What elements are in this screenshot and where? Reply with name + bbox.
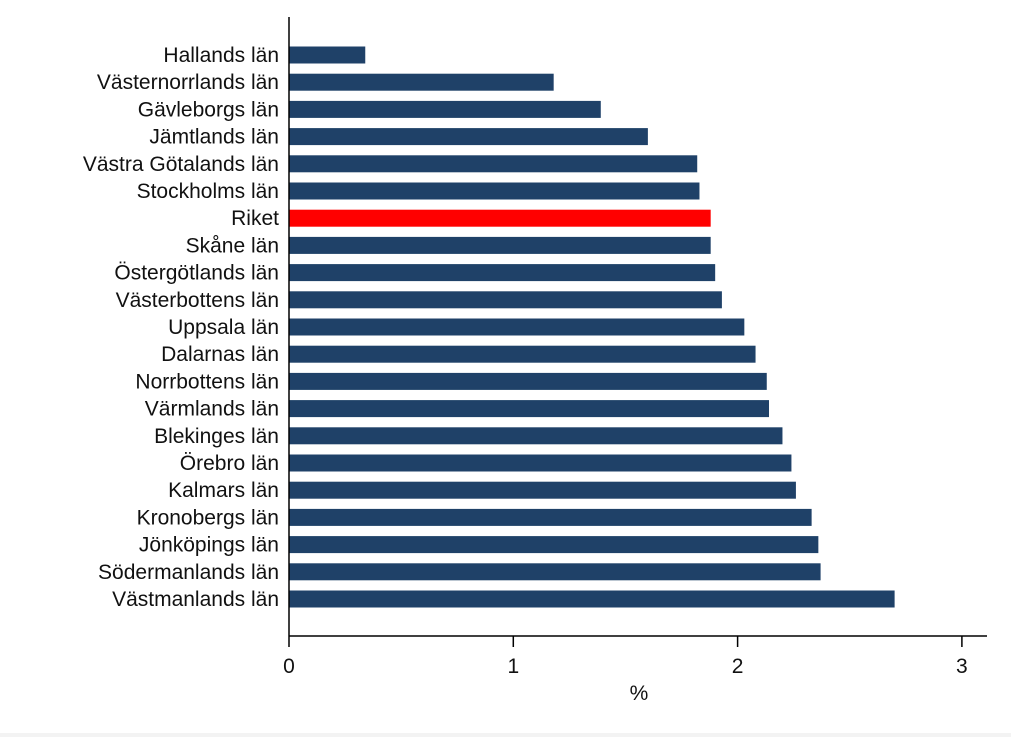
- bar-18: [289, 536, 819, 554]
- category-label-6: Riket: [231, 207, 279, 230]
- category-label-10: Uppsala län: [168, 316, 279, 339]
- bar-8: [289, 264, 716, 282]
- bar-3: [289, 128, 648, 146]
- category-label-4: Västra Götalands län: [83, 153, 279, 176]
- category-label-20: Västmanlands län: [112, 588, 279, 611]
- bar-10: [289, 318, 745, 336]
- bar-7: [289, 236, 711, 254]
- x-tick-label-0: 0: [283, 655, 295, 678]
- bar-13: [289, 400, 770, 418]
- bar-16: [289, 481, 796, 499]
- bar-15: [289, 454, 792, 472]
- category-label-16: Kalmars län: [168, 479, 279, 502]
- category-label-17: Kronobergs län: [137, 506, 279, 529]
- bar-4: [289, 155, 698, 173]
- category-label-9: Västerbottens län: [116, 289, 279, 312]
- category-label-0: Hallands län: [163, 44, 279, 67]
- bar-0: [289, 46, 366, 64]
- bar-11: [289, 345, 756, 363]
- bar-12: [289, 372, 767, 390]
- category-label-12: Norrbottens län: [135, 370, 279, 393]
- bar-20: [289, 590, 895, 608]
- bar-6: [289, 209, 711, 227]
- category-label-2: Gävleborgs län: [138, 98, 279, 121]
- bars-group: [289, 46, 895, 608]
- x-ticks-group: 0 1 2 3: [283, 636, 968, 678]
- bar-19: [289, 563, 821, 581]
- category-label-19: Södermanlands län: [98, 561, 279, 584]
- x-tick-label-1: 1: [507, 655, 519, 678]
- category-labels: Hallands län Västernorrlands län Gävleborg…: [83, 44, 279, 611]
- category-label-15: Örebro län: [180, 452, 279, 475]
- category-label-18: Jönköpings län: [139, 534, 279, 557]
- category-label-1: Västernorrlands län: [97, 71, 279, 94]
- footer-divider: [0, 733, 1011, 737]
- category-label-11: Dalarnas län: [161, 343, 279, 366]
- x-axis-title: %: [630, 682, 649, 705]
- bar-17: [289, 508, 812, 526]
- category-label-13: Värmlands län: [145, 398, 279, 421]
- category-label-7: Skåne län: [186, 234, 279, 257]
- bar-1: [289, 73, 554, 91]
- category-label-3: Jämtlands län: [149, 126, 279, 149]
- bar-9: [289, 291, 722, 309]
- category-label-5: Stockholms län: [137, 180, 279, 203]
- category-label-8: Östergötlands län: [114, 262, 279, 285]
- bar-2: [289, 100, 601, 118]
- x-tick-label-2: 2: [732, 655, 744, 678]
- x-tick-label-3: 3: [956, 655, 968, 678]
- category-label-14: Blekinges län: [154, 425, 279, 448]
- bar-14: [289, 427, 783, 445]
- bar-5: [289, 182, 700, 200]
